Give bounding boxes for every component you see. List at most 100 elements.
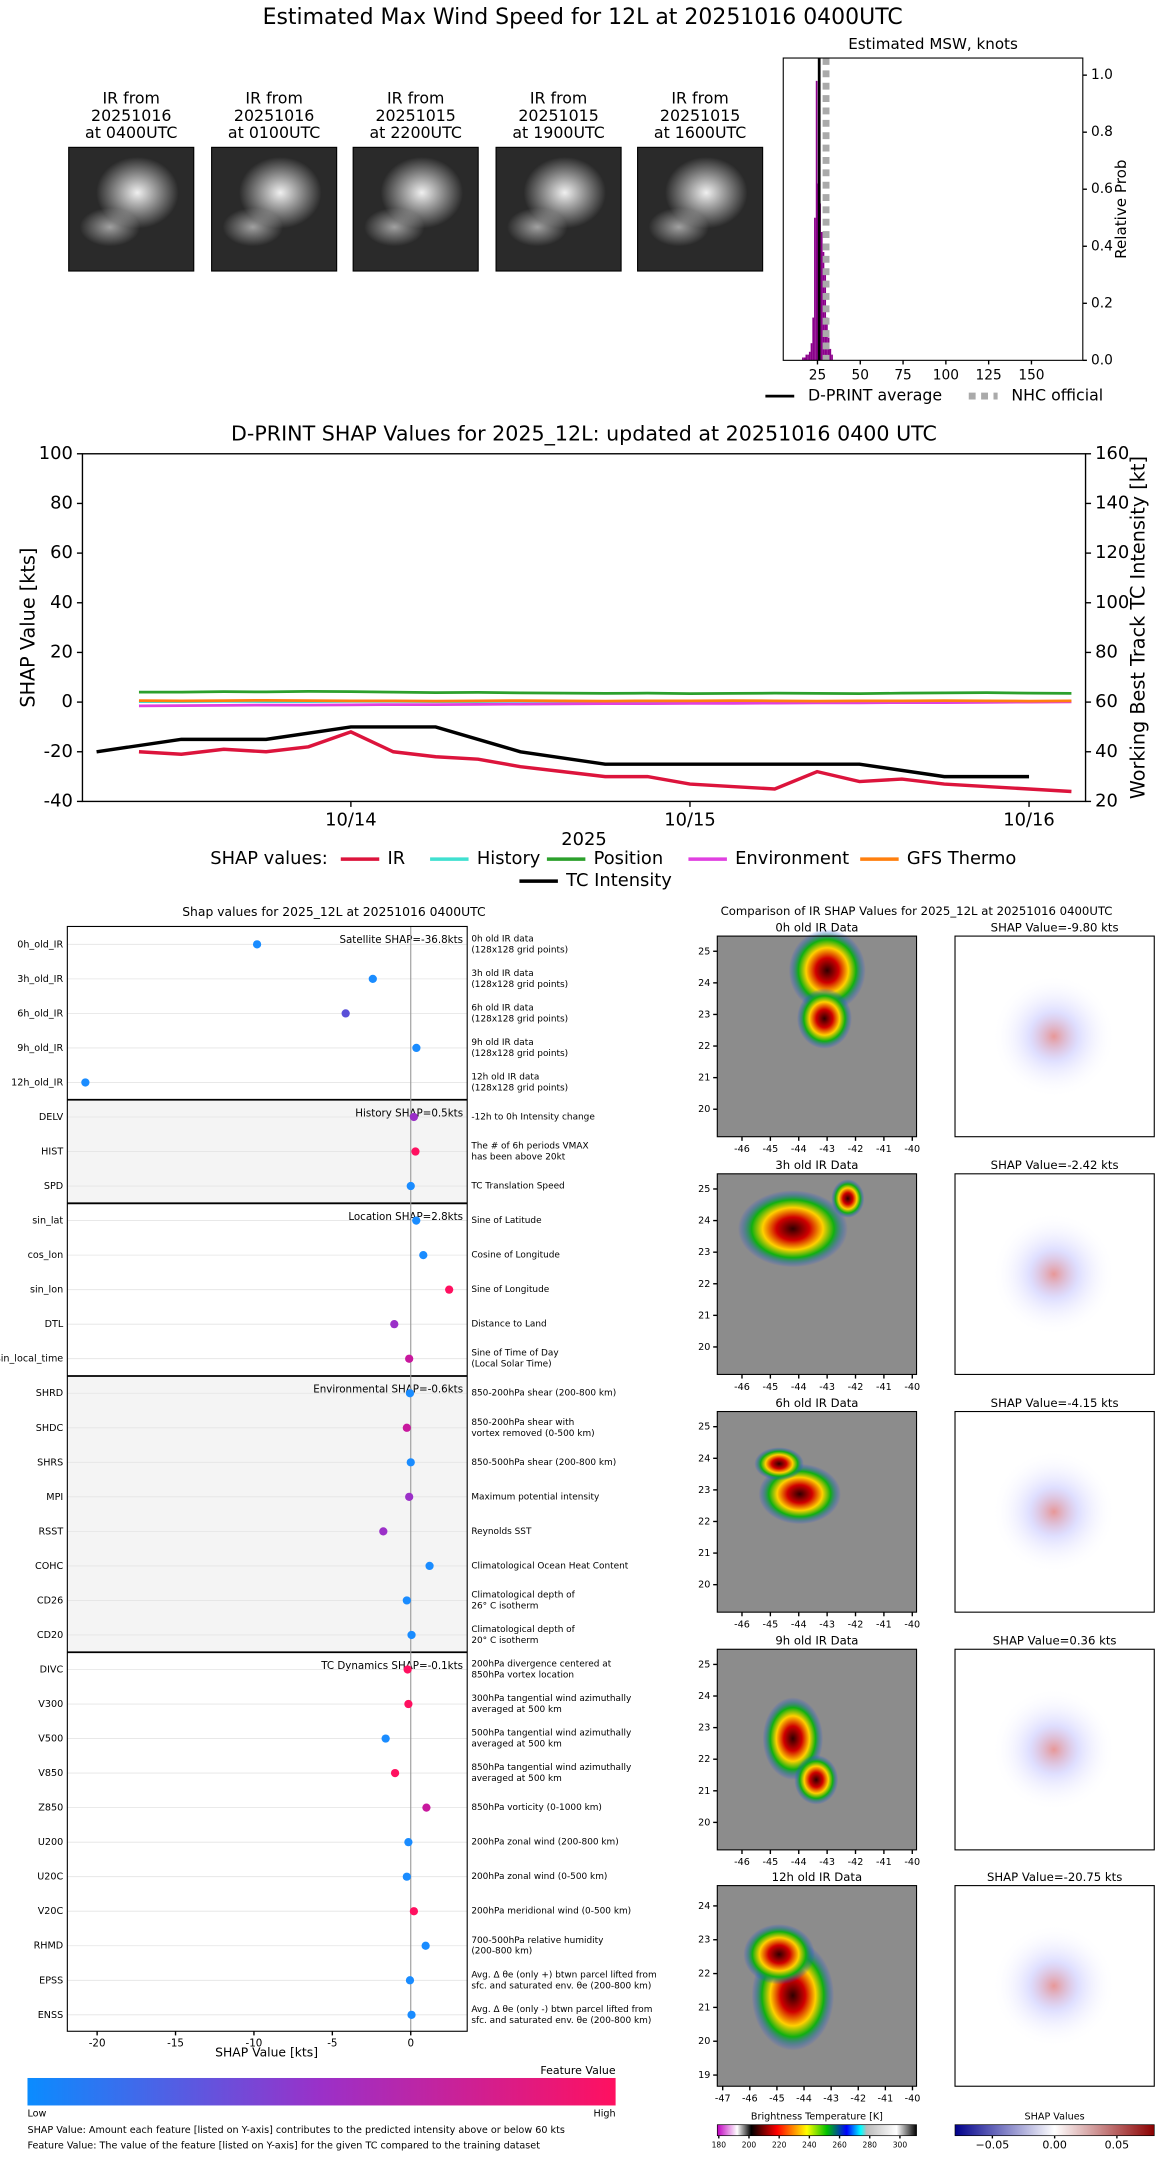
- ir-frame: [716, 1885, 918, 2087]
- feature-description: Avg. Δ θe (only +) btwn parcel lifted fr…: [471, 1970, 656, 1980]
- x-tick-label: -43: [819, 1144, 835, 1155]
- y-tick-label: 25: [698, 1659, 710, 1670]
- feature-description: averaged at 500 km: [471, 1774, 562, 1784]
- feature-label: 3h_old_IR: [17, 974, 63, 985]
- feature-description: 850-200hPa shear with: [471, 1418, 574, 1428]
- x-tick-label: -44: [791, 1620, 807, 1631]
- x-tick-label: 10/14: [325, 810, 376, 831]
- feature-description: (200-800 km): [471, 1947, 532, 1957]
- y-tick-label: 19: [698, 2070, 710, 2081]
- bar: [824, 274, 827, 361]
- feature-label: Z850: [38, 1803, 63, 1814]
- group-label: Location SHAP=2.8kts: [348, 1211, 463, 1223]
- shap-dot: [421, 1941, 430, 1950]
- x-tick-label: -46: [734, 1144, 750, 1155]
- ir-panel-title: 6h old IR Data: [775, 1396, 858, 1410]
- x-tick-label: -40: [904, 1144, 920, 1155]
- shap-dot: [409, 1907, 419, 1916]
- feature-label: COHC: [35, 1561, 63, 1572]
- colorbar-tick-label: −0.05: [976, 2138, 1010, 2151]
- feature-description: averaged at 500 km: [471, 1740, 562, 1750]
- y2-tick-label: 120: [1095, 542, 1129, 563]
- shap-dot: [407, 2010, 416, 2019]
- x-tick-label: -44: [791, 1857, 807, 1868]
- ir-frame: [716, 935, 918, 1138]
- x-tick-label: -46: [734, 1620, 750, 1631]
- y-tick-label: 20: [698, 1817, 710, 1828]
- feature-description: The # of 6h periods VMAX: [470, 1142, 588, 1152]
- shap-dot: [341, 1009, 350, 1018]
- x-tick-label: -41: [878, 2094, 894, 2105]
- colorbar-title: Brightness Temperature [K]: [751, 2111, 883, 2122]
- storm-blob: [737, 1190, 848, 1268]
- feature-description: Reynolds SST: [471, 1527, 532, 1537]
- x-axis-label: SHAP Value [kts]: [215, 2046, 318, 2060]
- feature-label: CD26: [37, 1595, 63, 1606]
- x-tick-label: -41: [876, 1620, 892, 1631]
- x-tick-label: -40: [904, 1620, 920, 1631]
- x-tick-label: 25: [809, 367, 826, 383]
- feature-description: 200hPa zonal wind (200-800 km): [471, 1838, 618, 1848]
- series-line: [138, 698, 1072, 703]
- feature-label: SHRD: [36, 1388, 63, 1399]
- y-tick-label: 24: [698, 1691, 710, 1702]
- colorbar-tick-label: 260: [832, 2140, 847, 2149]
- feature-description: sfc. and saturated env. θe (200-800 km): [471, 2016, 651, 2026]
- feature-label: HIST: [41, 1147, 63, 1158]
- feature-label: EPSS: [39, 1975, 63, 1986]
- y-tick-label: 21: [698, 2002, 710, 2013]
- feature-label: SPD: [44, 1181, 63, 1192]
- shap-dot: [425, 1561, 434, 1571]
- y-tick-label: 21: [698, 1786, 710, 1797]
- feature-description: Cosine of Longitude: [471, 1251, 560, 1261]
- shap-dot: [405, 1492, 414, 1501]
- feature-description: Maximum potential intensity: [471, 1492, 600, 1502]
- thumbnail-label: 20251016: [91, 106, 171, 125]
- bar: [815, 80, 818, 361]
- shap-dot: [406, 1458, 415, 1467]
- bar: [808, 351, 811, 361]
- feature-description: 850hPa tangential wind azimuthally: [471, 1763, 632, 1773]
- y-tick-label: 22: [698, 1516, 710, 1527]
- y2-tick-label: 20: [1095, 790, 1118, 811]
- cloud-blob: [507, 207, 568, 247]
- feature-label: sin_local_time: [0, 1354, 63, 1365]
- colorbar-title: SHAP Values: [1025, 2111, 1085, 2122]
- x-tick-label: -44: [796, 2094, 812, 2105]
- ir-frame: [716, 1648, 918, 1851]
- feature-description: (128x128 grid points): [471, 1014, 568, 1024]
- x-tick-label: -45: [763, 1620, 779, 1631]
- y2-tick-label: 140: [1095, 492, 1129, 513]
- storm-blob: [794, 1755, 839, 1805]
- y2-tick-label: 100: [1095, 592, 1129, 613]
- thumbnail-label: at 0100UTC: [228, 123, 320, 142]
- legend-label: History: [477, 848, 541, 869]
- thumbnail-label: 20251015: [518, 106, 598, 125]
- colorbar-tick-label: 0.00: [1042, 2138, 1066, 2151]
- bar: [805, 354, 808, 361]
- y-tick-label: 24: [698, 1453, 710, 1464]
- x-tick-label: -40: [904, 1382, 920, 1393]
- feature-description: Avg. Δ θe (only -) btwn parcel lifted fr…: [471, 2005, 652, 2015]
- y-tick-label: 60: [50, 542, 73, 563]
- y-tick-label: 21: [698, 1310, 710, 1321]
- feature-colorbar: [27, 2077, 616, 2106]
- bar: [826, 317, 828, 361]
- y-axis-label: Relative Prob: [1112, 160, 1130, 259]
- storm-blob: [754, 1447, 804, 1481]
- colorbar-tick-label: 240: [802, 2140, 817, 2149]
- feature-label: CD20: [37, 1630, 63, 1641]
- feature-description: vortex removed (0-500 km): [471, 1429, 594, 1439]
- y-tick-label: 21: [698, 1548, 710, 1559]
- shap-dot: [368, 974, 377, 983]
- feature-description: 850-500hPa shear (200-800 km): [471, 1458, 616, 1468]
- feature-description: 0h old IR data: [471, 934, 533, 944]
- thumbnail-label: 20251015: [375, 106, 455, 125]
- series-line: [96, 725, 1030, 779]
- bar: [831, 354, 833, 361]
- feature-description: Sine of Time of Day: [471, 1349, 559, 1359]
- thumbnail-label: IR from: [387, 89, 444, 108]
- shap-dot: [390, 1320, 399, 1329]
- x-tick-label: 10/15: [664, 810, 715, 831]
- feature-description: 3h old IR data: [471, 969, 533, 979]
